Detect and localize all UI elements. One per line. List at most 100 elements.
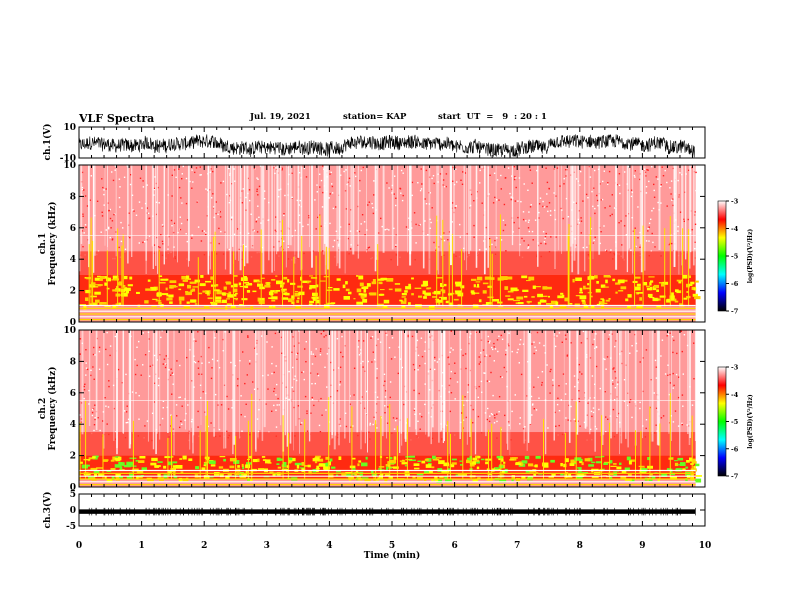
ch1-spec-texture: [101, 178, 103, 180]
ch1-spec-texture: [321, 206, 324, 208]
ch2-spec-texture: [94, 354, 96, 356]
ch2-spec-band-patch: [81, 464, 88, 469]
ch1-spec-band-patch: [260, 277, 265, 279]
ch2-spec-texture: [533, 386, 535, 388]
ch2-spec-texture: [639, 361, 641, 363]
ch2-spec-band-patch: [543, 465, 549, 468]
ch2-spec-texture: [614, 387, 617, 389]
ch2-spec-texture: [175, 404, 178, 406]
ch1-spec-band-patch: [675, 289, 679, 293]
ch1-spec-band-patch: [560, 292, 564, 295]
ch2-spec-texture: [522, 428, 525, 430]
ch2-spec-texture: [179, 396, 181, 398]
ch2-spec-band-patch: [524, 455, 530, 460]
ch1-spec-texture: [639, 178, 641, 181]
ch1-spec-texture: [625, 234, 628, 236]
ch2-spec-band-patch: [281, 469, 289, 471]
ch1-spec-texture: [428, 192, 430, 194]
ch1-spec-texture: [160, 234, 162, 236]
ch1-spec-texture: [666, 181, 668, 184]
ch1-spec-texture: [132, 209, 134, 211]
ch1-spec-band-patch: [199, 283, 206, 287]
ch1-spec-band-patch: [482, 290, 487, 294]
ch1-wave-ytick-label: 10: [63, 123, 76, 133]
ch2-spec-band-patch: [91, 479, 97, 481]
ch2-spec-band-patch: [477, 477, 481, 479]
ch1-spec-band-patch: [647, 293, 653, 298]
ch1-spec-band-patch: [327, 287, 333, 289]
ch2-spec-texture: [258, 409, 260, 411]
ch1-spec-texture: [388, 187, 390, 189]
ch1-spec-texture: [483, 240, 485, 242]
ch2-spec-texture: [362, 360, 364, 363]
ch1-spec-texture: [623, 225, 626, 227]
ch1-spec-band-patch: [165, 278, 169, 281]
ch1-spec-band-patch: [669, 295, 675, 299]
ch1-spec-texture: [155, 201, 158, 203]
ch1-spec-texture: [666, 205, 668, 207]
ch1-spec-texture: [604, 207, 606, 209]
ch2-spec-band-patch: [106, 479, 113, 483]
ch1-spec-texture: [139, 177, 142, 179]
ch2-spec-texture: [98, 346, 101, 349]
ch1-spec-texture: [644, 171, 647, 173]
ch1-spec-texture: [579, 184, 581, 186]
ch2-spec-texture: [375, 344, 378, 347]
ch2-spec-band-patch: [628, 460, 632, 465]
ch2-spec-texture: [292, 336, 294, 338]
ch1-spec-texture: [211, 197, 213, 199]
ch2-spec-band-patch: [136, 475, 139, 480]
ch2-spec-texture: [90, 369, 92, 371]
ch2-spec-texture: [202, 391, 204, 393]
ch1-spec-band-patch: [207, 297, 213, 300]
ch1-spec-band-patch: [643, 282, 648, 286]
ch1-spec-band-patch: [485, 302, 492, 305]
ch3-wave-ytick-label: -5: [66, 522, 76, 532]
ch1-spec-texture: [408, 217, 410, 219]
ch1-spec-band-patch: [422, 290, 426, 295]
ch1-spec-texture: [657, 201, 659, 204]
ch2-spec-band-patch: [641, 468, 648, 472]
ch2-spec-texture: [210, 377, 213, 380]
ch1-spec-texture: [219, 216, 222, 218]
ch2-spec-texture: [693, 342, 695, 344]
ch2-spec-band-patch: [389, 456, 393, 460]
ch1-spec-band-patch: [125, 289, 129, 294]
ch1-spec-texture: [405, 226, 408, 228]
ch2-spec-band-patch: [329, 458, 333, 462]
ch2-spec-band-patch: [138, 460, 145, 463]
ch1-spec-band-patch: [356, 288, 362, 293]
ch2-spec-texture: [671, 336, 674, 338]
ch2-spec-texture: [371, 336, 374, 338]
ch2-spec-band-patch: [147, 478, 154, 482]
ch2-spec-texture: [655, 424, 657, 426]
ch1-spec-band-patch: [271, 279, 276, 281]
ch2-spec-texture: [462, 354, 464, 357]
ch2-spec-texture: [579, 371, 581, 373]
ch1-spec-band-patch: [300, 276, 303, 281]
ch1-spec-band-patch: [83, 305, 87, 310]
ch2-spec-band-patch: [476, 466, 480, 470]
ch1-spec-band-patch: [507, 290, 514, 293]
ch2-spec-texture: [320, 333, 322, 335]
ch1-spec-texture: [103, 204, 105, 206]
ch2-spec-band-patch: [386, 467, 393, 469]
ch2-spec-band-patch: [249, 455, 252, 459]
ch1-spec-band-patch: [200, 275, 204, 278]
ch1-spec-texture: [620, 220, 622, 222]
ch2-spec-texture: [342, 356, 344, 358]
ch1-spec-texture: [538, 203, 541, 205]
ch1-spec-band-patch: [281, 297, 289, 300]
ch2-spec-texture: [478, 385, 480, 388]
ch1-spec-band-patch: [221, 299, 227, 304]
ch1-spec-texture: [519, 243, 521, 246]
ch1-spec-texture: [442, 179, 445, 181]
ch1-spec-texture: [442, 184, 444, 186]
ch1-spec-texture: [545, 167, 547, 169]
ch1-spec-texture: [679, 172, 681, 174]
ch1-spec-texture: [635, 245, 637, 248]
ch1-spec-band-patch: [86, 277, 91, 280]
ch1-spec-band-patch: [401, 293, 407, 296]
ch2-spec-band-patch: [106, 470, 112, 472]
ch1-spec-texture: [605, 249, 607, 251]
